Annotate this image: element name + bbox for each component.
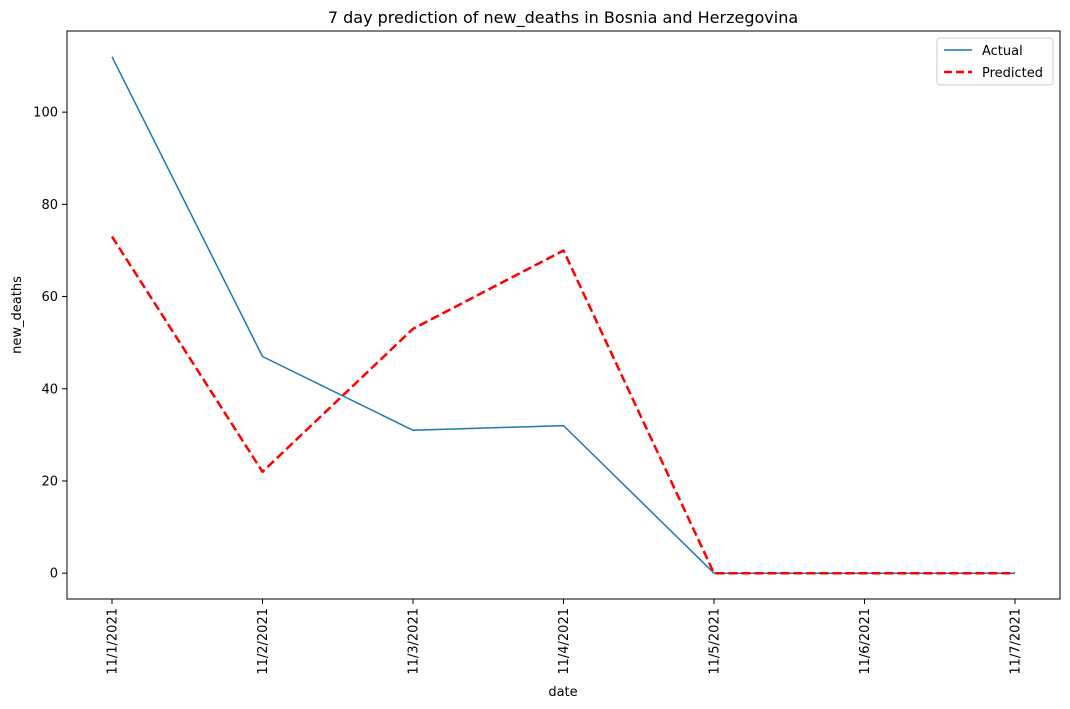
x-axis-label: date [548,685,577,700]
plot-area-frame [66,30,1061,600]
y-tick-label: 20 [41,474,58,489]
y-tick-label: 60 [41,290,58,305]
legend-label-actual: Actual [982,44,1023,59]
series-line-predicted [110,235,1015,575]
y-tick-label: 100 [33,106,58,121]
y-tick-label: 0 [50,567,58,582]
x-tick-label: 11/5/2021 [708,608,723,675]
y-tick-label: 40 [41,382,58,397]
x-tick-label: 11/7/2021 [1009,608,1024,675]
series-line-actual [111,56,1015,574]
x-tick-label: 11/6/2021 [858,608,873,675]
series-layer [110,56,1015,575]
legend: Actual Predicted [936,37,1054,86]
x-tick-label: 11/1/2021 [106,608,121,675]
y-tick-label: 80 [41,198,58,213]
x-tick-label: 11/3/2021 [407,608,422,675]
legend-label-predicted: Predicted [982,66,1043,81]
y-axis: 0 20 40 60 80 100 [33,106,67,582]
y-axis-label: new_deaths [10,276,25,354]
chart-title: 7 day prediction of new_deaths in Bosnia… [328,8,798,28]
x-tick-label: 11/4/2021 [557,608,572,675]
x-axis: 11/1/2021 11/2/2021 11/3/2021 11/4/2021 11/5… [106,599,1024,675]
x-tick-label: 11/2/2021 [256,608,271,675]
